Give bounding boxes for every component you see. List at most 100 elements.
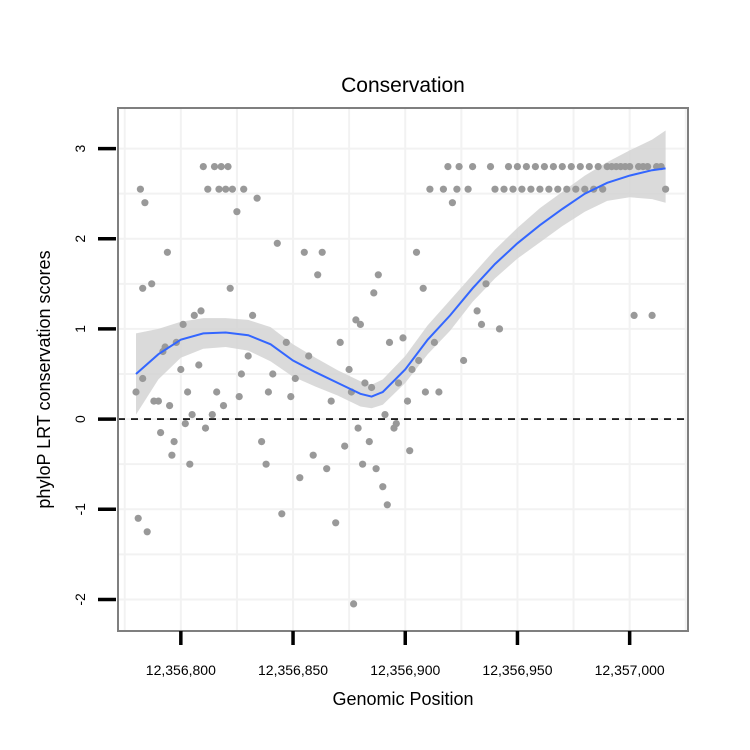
data-point — [403, 397, 412, 405]
data-point — [473, 307, 481, 315]
data-point — [195, 361, 203, 369]
data-point — [219, 402, 228, 410]
data-point — [372, 465, 380, 473]
data-point — [213, 388, 221, 396]
y-tick-label: -2 — [72, 593, 88, 606]
data-point — [469, 163, 477, 171]
data-point — [287, 393, 295, 401]
data-point — [177, 365, 185, 374]
data-point — [235, 393, 243, 401]
data-point — [460, 356, 468, 365]
x-axis-label: Genomic Position — [332, 689, 473, 709]
data-point — [368, 383, 376, 392]
confidence-band-layer — [136, 130, 666, 415]
scatter-points — [132, 163, 670, 608]
panel-border — [117, 107, 689, 632]
data-point — [233, 208, 241, 216]
data-point — [554, 185, 562, 193]
data-point — [419, 284, 427, 292]
data-point — [567, 163, 575, 171]
data-point — [253, 194, 261, 202]
data-point — [563, 185, 571, 193]
data-point — [170, 438, 178, 446]
y-tick-label: 2 — [72, 235, 88, 243]
data-point — [379, 483, 387, 491]
smooth-line-layer — [135, 167, 666, 398]
data-point — [190, 311, 198, 319]
smooth-fit-line — [135, 167, 666, 398]
data-point — [594, 163, 602, 171]
data-point — [139, 374, 147, 383]
data-point — [549, 163, 558, 171]
data-point — [430, 338, 438, 346]
x-tick-label: 12,356,850 — [258, 662, 328, 678]
data-point — [166, 402, 174, 410]
data-point — [148, 280, 156, 288]
data-point — [215, 185, 223, 193]
data-point — [309, 451, 317, 459]
data-point — [226, 284, 234, 292]
data-point — [244, 352, 252, 360]
data-point — [626, 163, 634, 171]
data-point — [132, 388, 140, 396]
data-point — [352, 316, 360, 324]
data-point — [540, 163, 549, 171]
data-point — [426, 185, 434, 193]
y-tick-label: 0 — [72, 415, 88, 423]
data-point — [136, 185, 144, 193]
data-point — [210, 163, 219, 171]
data-point — [486, 163, 495, 171]
data-point — [630, 311, 638, 319]
data-point — [509, 185, 517, 193]
data-point — [305, 352, 313, 360]
y-tick-label: 1 — [72, 325, 88, 333]
data-point — [545, 185, 553, 193]
data-point — [356, 320, 364, 328]
data-point — [332, 519, 340, 527]
data-point — [258, 438, 266, 446]
data-point — [204, 185, 212, 193]
data-point — [572, 185, 580, 193]
x-tick-label: 12,356,950 — [482, 662, 552, 678]
data-point — [197, 307, 205, 315]
data-point — [412, 248, 421, 256]
data-point — [262, 460, 270, 468]
data-point — [421, 388, 429, 396]
data-point — [143, 528, 151, 536]
data-point — [381, 411, 389, 419]
data-point — [291, 374, 299, 383]
data-point — [495, 325, 504, 333]
data-point — [644, 163, 652, 171]
data-point — [327, 397, 335, 405]
grid-lines — [118, 108, 688, 631]
data-point — [141, 199, 149, 207]
axis-ticks: 12,356,800 12,356,850 12,356,900 12,356,950… — [72, 144, 665, 678]
data-point — [341, 442, 349, 450]
chart-title: Conservation — [341, 74, 465, 97]
data-point — [648, 311, 656, 319]
data-point — [186, 460, 194, 468]
data-point — [237, 370, 245, 378]
data-point — [662, 185, 670, 193]
data-point — [439, 185, 447, 193]
data-point — [500, 185, 508, 193]
data-point — [163, 248, 171, 256]
data-point — [370, 289, 378, 297]
data-point — [482, 280, 490, 288]
y-tick-label: 3 — [72, 144, 88, 152]
data-point — [154, 397, 162, 405]
data-point — [139, 284, 147, 292]
data-point — [399, 334, 407, 342]
data-point — [522, 163, 531, 171]
y-axis-label: phyloP LRT conservation scores — [34, 250, 54, 508]
data-point — [168, 451, 176, 459]
data-point — [374, 271, 382, 279]
data-point — [134, 514, 142, 522]
data-point — [464, 185, 472, 193]
data-point — [359, 460, 367, 468]
x-tick-label: 12,356,800 — [146, 662, 216, 678]
data-point — [208, 411, 216, 419]
data-point — [558, 163, 566, 171]
data-point — [513, 163, 522, 171]
